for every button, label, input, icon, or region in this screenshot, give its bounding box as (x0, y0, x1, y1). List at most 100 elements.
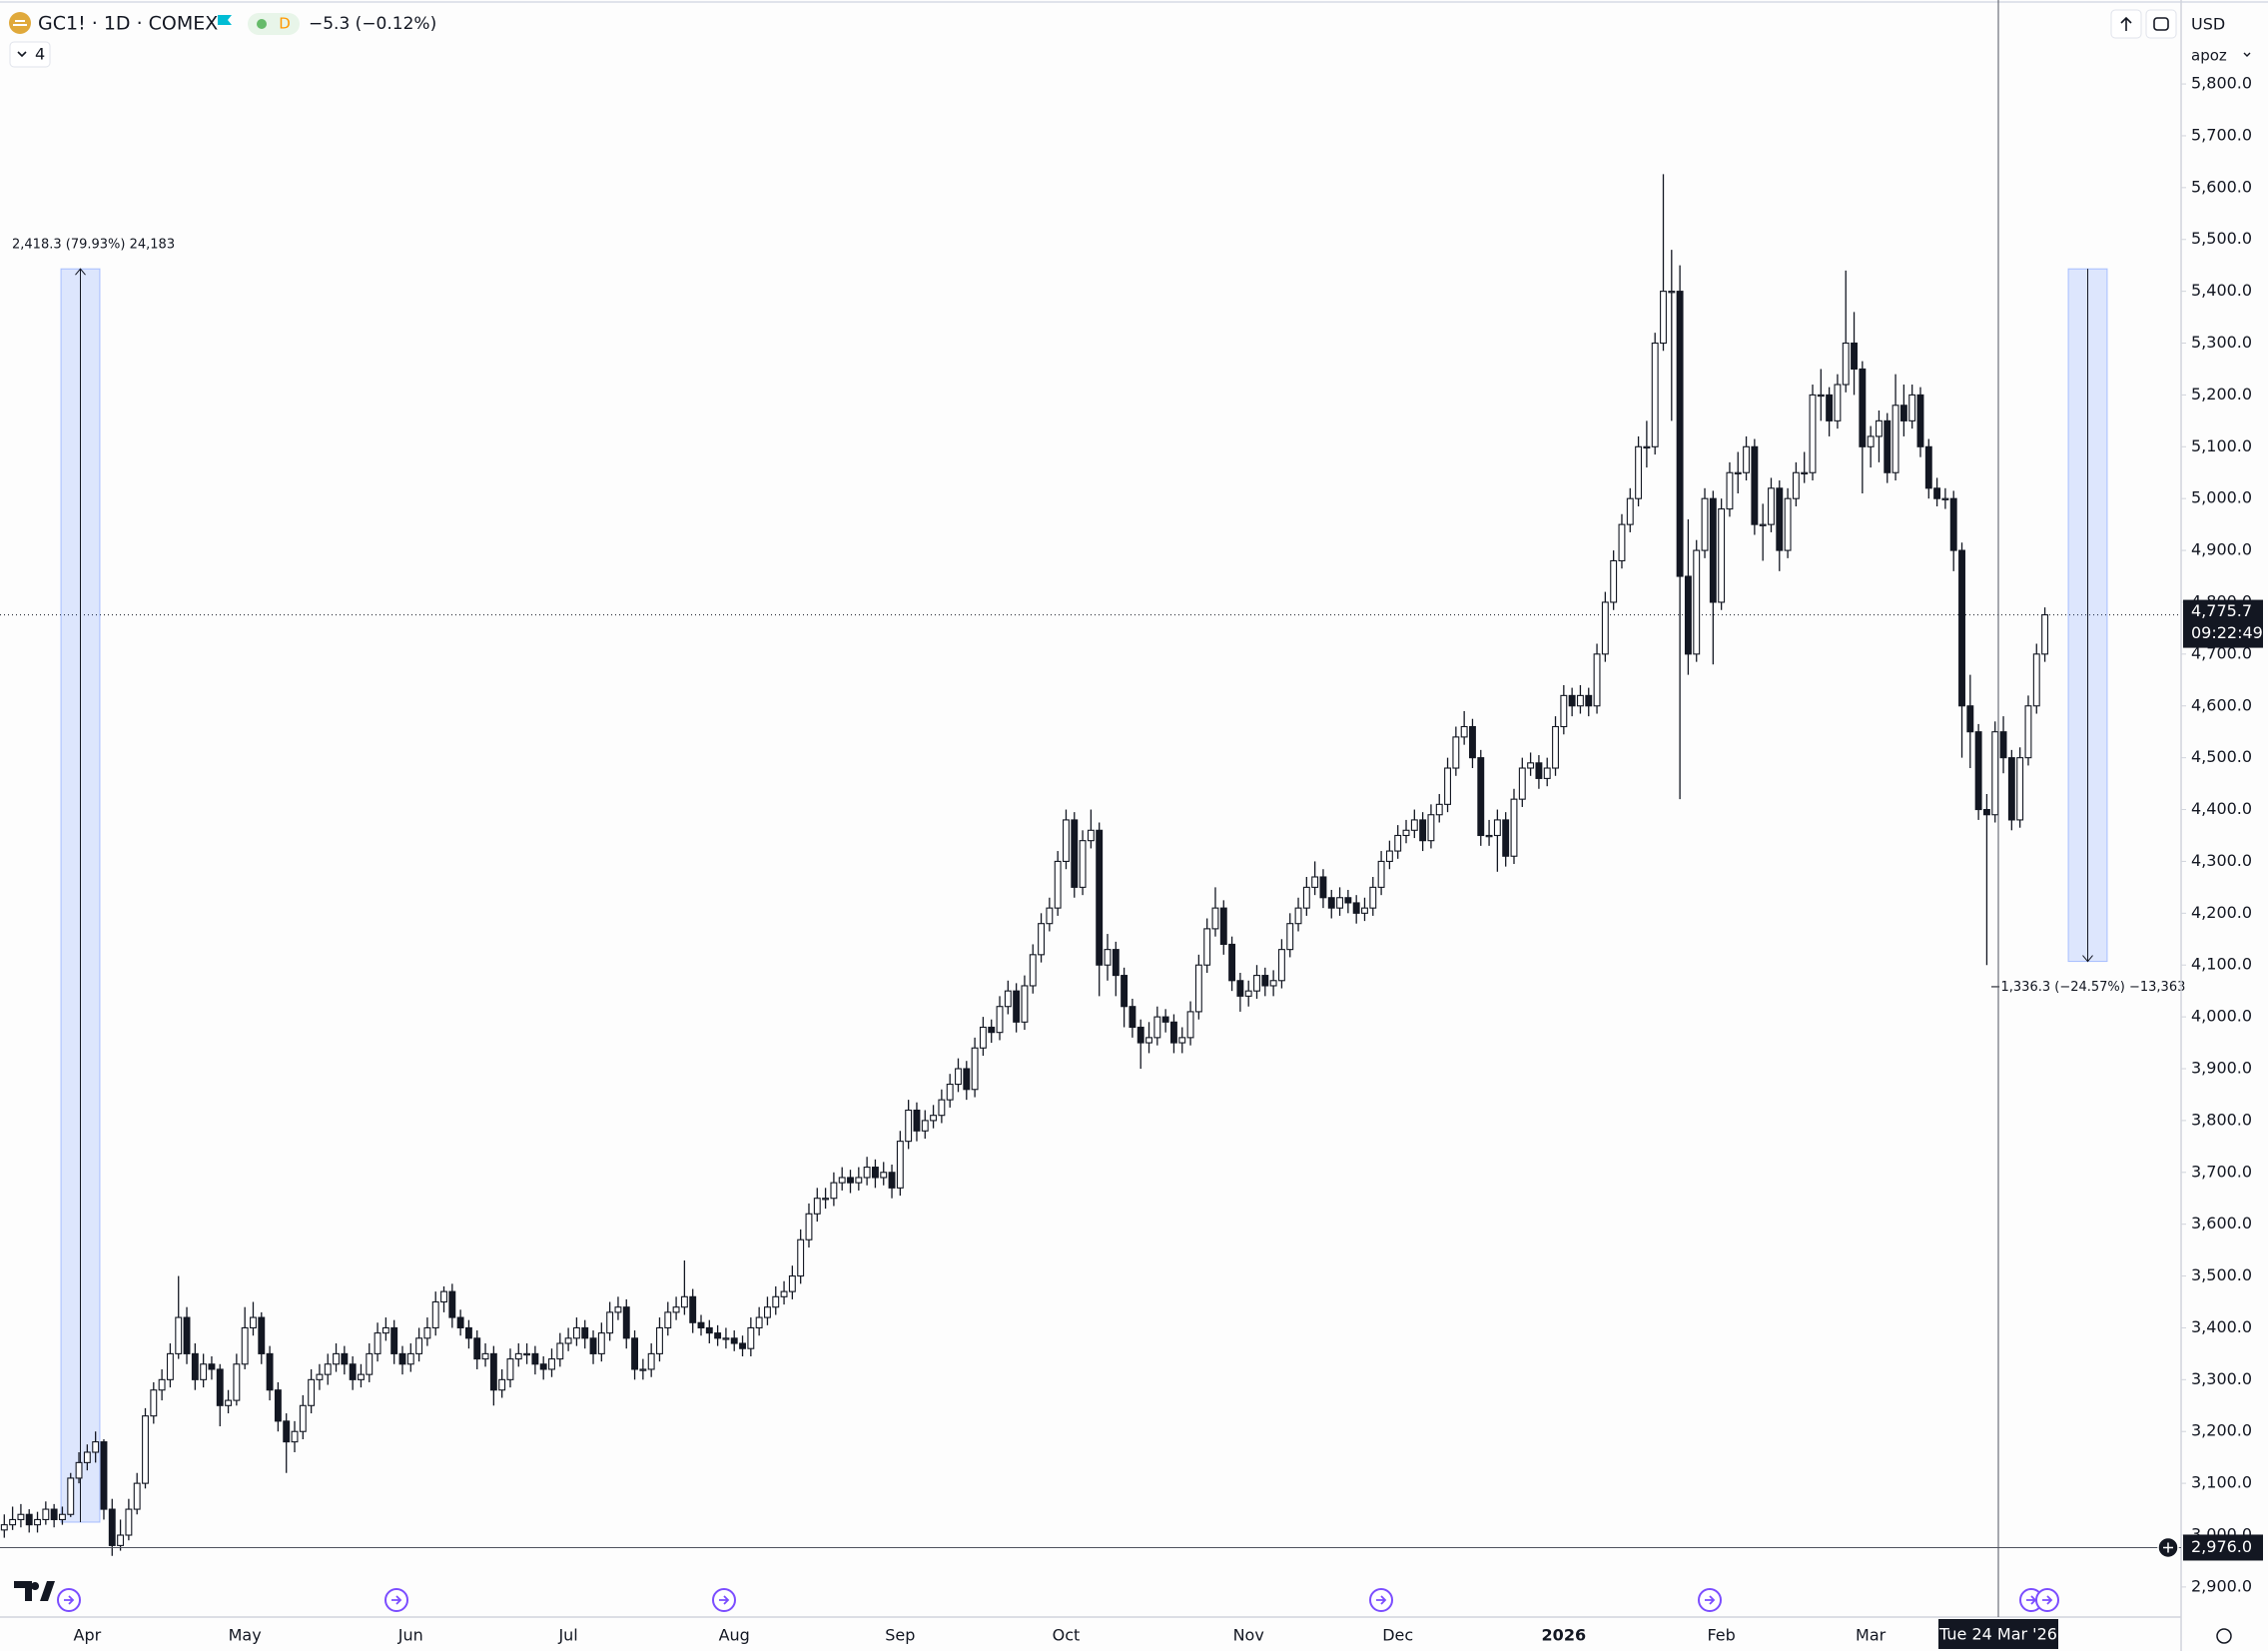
candle-body (888, 1172, 896, 1189)
candle-body (100, 1441, 108, 1510)
candle-body (523, 1352, 531, 1356)
candle-body (1079, 840, 1087, 888)
x-tick-label: Nov (1233, 1626, 1264, 1645)
candle-body (1834, 384, 1842, 421)
candle-body (166, 1352, 174, 1380)
symbol-title[interactable]: GC1! · 1D · COMEX (38, 13, 218, 35)
event-glyph (391, 1595, 402, 1605)
candle-body (1999, 731, 2007, 759)
candle-body (108, 1508, 116, 1546)
candle-body (672, 1306, 680, 1313)
candle-body (2007, 757, 2015, 821)
candle-body (1908, 394, 1916, 421)
crosshair-date: Tue 24 Mar '26 (1938, 1625, 2057, 1644)
candle-body (705, 1326, 713, 1334)
candle-body (1460, 725, 1468, 738)
candle-body (1784, 497, 1792, 551)
candle-body (299, 1404, 307, 1432)
y-tick-label: 5,200.0 (2191, 385, 2252, 404)
crosshair-price: 2,976.0 (2191, 1537, 2252, 1556)
candle-body (822, 1198, 830, 1201)
candle-body (1776, 487, 1784, 551)
candle-body (1884, 419, 1891, 473)
reset-button[interactable] (2145, 9, 2177, 39)
y-tick-label: 5,000.0 (2191, 488, 2252, 507)
candle-body (838, 1177, 846, 1184)
settings-button[interactable] (2216, 1628, 2232, 1644)
countdown-label: 09:22:49 (2191, 623, 2263, 642)
candle-body (556, 1342, 564, 1360)
candle-body (2016, 757, 2024, 821)
candle-body (1369, 886, 1377, 909)
candle-body (1469, 725, 1476, 759)
status-pill[interactable] (248, 13, 300, 35)
candle-body (233, 1363, 241, 1401)
tv-logo[interactable] (14, 1581, 55, 1601)
candle-body (1302, 886, 1310, 909)
candle-body (1535, 762, 1543, 779)
candle-body (506, 1358, 514, 1380)
candle-body (680, 1295, 688, 1308)
candle-body (1949, 497, 1957, 551)
candle-body (324, 1363, 332, 1375)
candle-body (1974, 731, 1982, 811)
candle-body (1668, 291, 1676, 294)
candle-body (283, 1420, 291, 1443)
candle-body (1261, 975, 1269, 987)
event-glyph (2042, 1595, 2053, 1605)
candle-body (349, 1363, 357, 1380)
candle-body (1145, 1037, 1152, 1044)
candle-body (847, 1177, 854, 1184)
candle-body (1958, 549, 1965, 707)
candle-body (1891, 405, 1899, 473)
candle-body (481, 1352, 489, 1360)
legend-header[interactable]: GC1! · 1D · COMEX D −5.3 (−0.12%) 4 (9, 12, 436, 68)
candle-body (755, 1316, 763, 1328)
candle-body (1801, 471, 1809, 474)
candle-body (431, 1300, 439, 1328)
candle-body (1601, 601, 1609, 655)
candle-body (191, 1352, 199, 1380)
x-tick-label: Aug (719, 1626, 750, 1645)
candle-body (581, 1326, 589, 1339)
y-tick-label: 5,700.0 (2191, 125, 2252, 144)
candle-body (1046, 907, 1054, 925)
x-tick-label: Feb (1707, 1626, 1735, 1645)
candle-body (1610, 559, 1618, 603)
candle-body (631, 1337, 639, 1370)
candle-body (1211, 907, 1219, 930)
candle-body (1982, 808, 1990, 816)
candle-body (946, 1084, 954, 1101)
candle-body (788, 1275, 796, 1292)
candle-body (1054, 860, 1062, 909)
candle-body (1136, 1026, 1144, 1044)
y-tick-label: 4,700.0 (2191, 643, 2252, 662)
candle-body (896, 1141, 904, 1189)
candle-body (415, 1337, 423, 1354)
candle-body (498, 1378, 506, 1391)
y-tick-label: 3,100.0 (2191, 1473, 2252, 1492)
flag-icon[interactable] (218, 15, 232, 25)
candle-body (1186, 1011, 1194, 1039)
candle-body (258, 1316, 266, 1354)
scale-menu[interactable]: apoz (2191, 47, 2227, 65)
candle-body (1643, 445, 1651, 449)
candle-body (67, 1477, 75, 1515)
indicators-toggle[interactable] (9, 41, 51, 68)
candle-body (1161, 1016, 1169, 1023)
candle-body (274, 1389, 282, 1422)
candle-body (639, 1368, 647, 1371)
candle-body (2032, 653, 2040, 707)
currency-menu[interactable]: USD (2191, 15, 2225, 34)
candle-body (1933, 487, 1941, 499)
candle-body (1286, 923, 1294, 951)
y-tick-label: 3,900.0 (2191, 1058, 2252, 1077)
candle-body (1129, 1006, 1136, 1029)
y-tick-label: 3,500.0 (2191, 1265, 2252, 1284)
candle-body (390, 1326, 398, 1354)
candle-body (150, 1389, 158, 1417)
candle-body (797, 1238, 805, 1277)
candle-body (722, 1337, 730, 1340)
candle-body (871, 1167, 879, 1179)
y-tick-label: 2,900.0 (2191, 1576, 2252, 1595)
